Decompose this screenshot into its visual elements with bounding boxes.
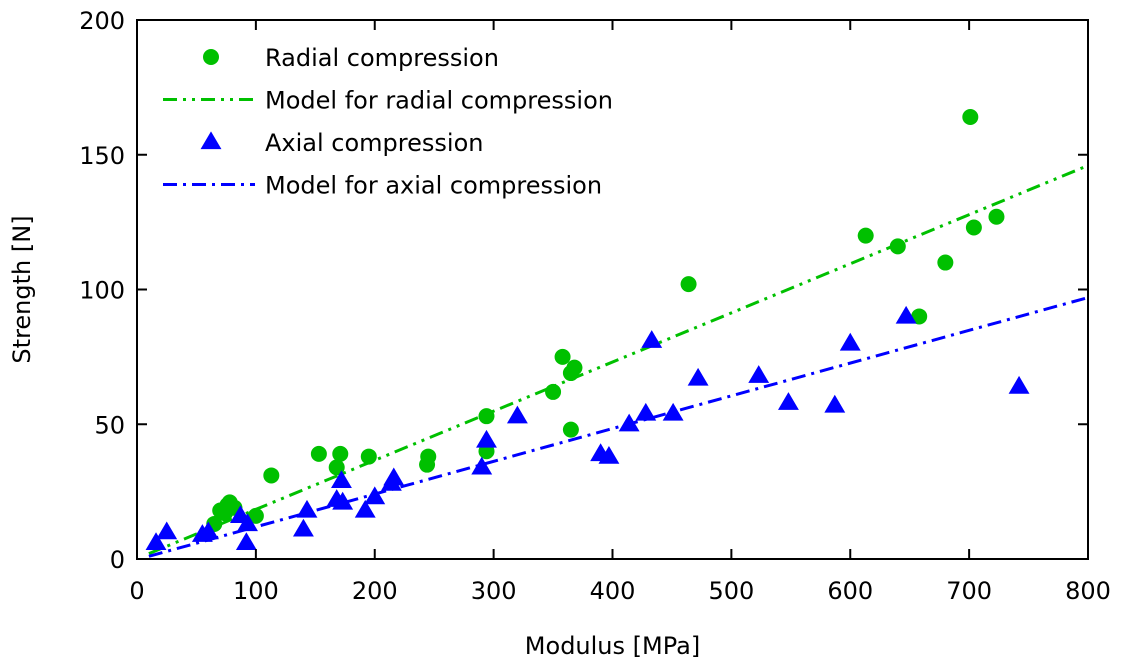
data-point xyxy=(824,394,846,413)
data-point xyxy=(383,467,405,486)
data-point xyxy=(635,402,657,421)
x-axis-ticks: 0 100 200 300 400 500 600 700 800 xyxy=(129,20,1111,605)
data-point xyxy=(687,367,709,386)
legend: Radial compression Model for radial compr… xyxy=(163,44,613,200)
data-point xyxy=(777,392,799,410)
data-point xyxy=(562,421,579,438)
data-point xyxy=(988,208,1005,225)
legend-item: Radial compression xyxy=(203,44,499,72)
x-tick-label: 400 xyxy=(590,577,636,605)
data-point xyxy=(263,467,280,484)
data-point xyxy=(889,238,906,255)
y-tick-label: 100 xyxy=(79,277,125,305)
plot-area xyxy=(145,109,1089,558)
model-line xyxy=(148,296,1089,558)
data-point xyxy=(328,459,345,476)
legend-item: Axial compression xyxy=(200,129,483,157)
data-point xyxy=(895,305,917,324)
legend-label: Model for radial compression xyxy=(265,87,613,115)
x-tick-label: 100 xyxy=(233,577,279,605)
data-point xyxy=(641,330,663,348)
x-axis-title: Modulus [MPa] xyxy=(525,632,700,660)
data-point xyxy=(310,445,327,462)
x-tick-label: 500 xyxy=(708,577,754,605)
series-1 xyxy=(148,164,1089,555)
data-point xyxy=(332,445,349,462)
legend-label: Model for axial compression xyxy=(265,172,602,200)
axes: 0 100 200 300 400 500 600 700 800 0 50 100 150 200 xyxy=(79,7,1111,605)
data-point xyxy=(545,383,562,400)
legend-item: Model for radial compression xyxy=(163,87,613,115)
data-point xyxy=(360,448,377,465)
data-point xyxy=(1008,375,1030,394)
y-tick-label: 50 xyxy=(94,411,125,439)
y-tick-label: 0 xyxy=(110,546,125,574)
y-axis-ticks: 0 50 100 150 200 xyxy=(79,7,1088,574)
data-point xyxy=(965,219,982,236)
series-2 xyxy=(145,305,1030,551)
data-point xyxy=(476,429,497,448)
legend-circle-swatch xyxy=(203,49,219,65)
data-point xyxy=(566,359,583,376)
x-tick-label: 300 xyxy=(471,577,517,605)
data-point xyxy=(478,408,495,425)
y-tick-label: 150 xyxy=(79,142,125,170)
data-point xyxy=(962,109,979,126)
legend-triangle-swatch xyxy=(200,131,222,150)
data-point xyxy=(937,254,954,271)
legend-label: Axial compression xyxy=(265,129,483,157)
model-line xyxy=(148,164,1089,555)
series-3 xyxy=(148,296,1089,558)
data-point xyxy=(911,308,928,325)
x-tick-label: 700 xyxy=(946,577,992,605)
x-tick-label: 200 xyxy=(352,577,398,605)
data-point xyxy=(598,445,620,464)
data-point xyxy=(506,405,528,424)
data-point xyxy=(145,532,167,551)
legend-label: Radial compression xyxy=(265,44,499,72)
y-axis-title: Strength [N] xyxy=(8,215,36,363)
legend-item: Model for axial compression xyxy=(163,172,602,200)
data-point xyxy=(857,227,874,244)
data-point xyxy=(554,348,571,365)
data-point xyxy=(247,507,264,524)
data-point xyxy=(748,365,770,383)
data-point xyxy=(235,532,257,551)
x-tick-label: 600 xyxy=(827,577,873,605)
data-point xyxy=(156,521,178,540)
x-tick-label: 800 xyxy=(1065,577,1111,605)
x-tick-label: 0 xyxy=(129,577,144,605)
data-point xyxy=(197,521,219,540)
data-point xyxy=(839,332,861,351)
data-point xyxy=(471,456,493,475)
data-point xyxy=(354,499,376,518)
data-point xyxy=(331,470,352,489)
y-tick-label: 200 xyxy=(79,7,125,35)
data-point xyxy=(420,448,437,465)
series-0 xyxy=(206,109,1005,532)
data-point xyxy=(680,276,697,293)
data-point xyxy=(292,518,314,537)
